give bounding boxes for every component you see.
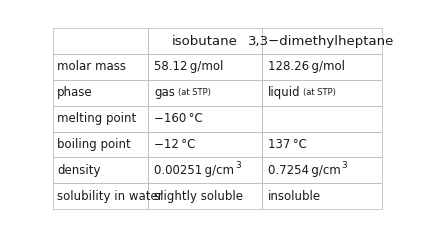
- Bar: [148, 54, 262, 80]
- Bar: [53, 106, 148, 132]
- Bar: [262, 54, 382, 80]
- Text: 3: 3: [341, 161, 347, 170]
- Bar: [148, 106, 262, 132]
- Text: melting point: melting point: [57, 112, 136, 125]
- Text: 3,3−dimethylheptane: 3,3−dimethylheptane: [248, 35, 395, 48]
- Bar: [53, 28, 148, 54]
- Bar: [148, 132, 262, 157]
- Text: solubility in water: solubility in water: [57, 190, 163, 203]
- Bar: [148, 157, 262, 183]
- Bar: [148, 28, 262, 54]
- Text: −12 °C: −12 °C: [154, 138, 195, 151]
- Bar: [262, 28, 382, 54]
- Text: density: density: [57, 164, 100, 177]
- Text: boiling point: boiling point: [57, 138, 131, 151]
- Text: 58.12 g/mol: 58.12 g/mol: [154, 60, 223, 74]
- Text: 137 °C: 137 °C: [268, 138, 307, 151]
- Text: molar mass: molar mass: [57, 60, 126, 74]
- Bar: [53, 157, 148, 183]
- Text: (at STP): (at STP): [179, 88, 211, 97]
- Text: liquid: liquid: [268, 86, 300, 99]
- Text: 0.7254 g/cm: 0.7254 g/cm: [268, 164, 340, 177]
- Text: slightly soluble: slightly soluble: [154, 190, 243, 203]
- Text: phase: phase: [57, 86, 92, 99]
- Bar: [148, 183, 262, 209]
- Text: gas: gas: [154, 86, 175, 99]
- Bar: [262, 106, 382, 132]
- Text: isobutane: isobutane: [172, 35, 238, 48]
- Bar: [53, 183, 148, 209]
- Text: insoluble: insoluble: [268, 190, 321, 203]
- Text: (at STP): (at STP): [304, 88, 336, 97]
- Text: 128.26 g/mol: 128.26 g/mol: [268, 60, 345, 74]
- Bar: [262, 80, 382, 106]
- Bar: [53, 132, 148, 157]
- Bar: [262, 157, 382, 183]
- Bar: [53, 80, 148, 106]
- Bar: [262, 183, 382, 209]
- Text: 3: 3: [235, 161, 241, 170]
- Text: −160 °C: −160 °C: [154, 112, 203, 125]
- Text: 0.00251 g/cm: 0.00251 g/cm: [154, 164, 234, 177]
- Bar: [148, 80, 262, 106]
- Bar: [53, 54, 148, 80]
- Bar: [262, 132, 382, 157]
